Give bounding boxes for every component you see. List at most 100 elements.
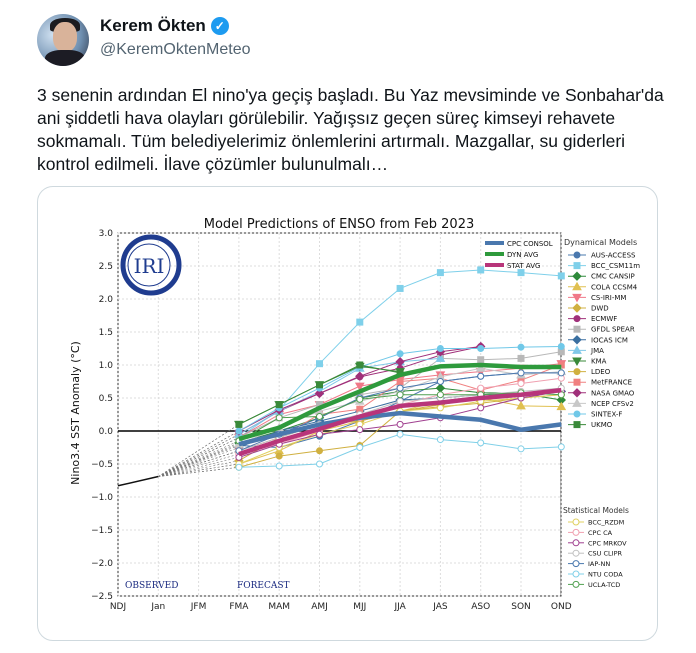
data-point-ukmo — [316, 381, 323, 389]
data-point-bcc-csm11m — [436, 269, 444, 277]
connector-cpc-ca — [158, 453, 239, 477]
y-tick-label: −0.5 — [91, 460, 113, 470]
observed-line — [117, 475, 159, 487]
data-point-ucla-tcd — [557, 391, 565, 399]
legend-marker — [572, 303, 582, 313]
data-point-nasa-gmao — [395, 356, 405, 367]
legend-label: UKMO — [591, 421, 613, 429]
data-point-jma — [435, 353, 446, 362]
legend-label: JMA — [590, 347, 604, 355]
x-tick-label: JFM — [190, 602, 207, 612]
connector-jma — [158, 434, 240, 477]
legend-marker — [572, 335, 582, 345]
legend-label: IOCAS ICM — [591, 336, 628, 344]
legend-label: NASA GMAO — [591, 389, 635, 397]
legend-label: COLA CCSM4 — [591, 283, 638, 291]
legend-label: NCEP CFSv2 — [591, 400, 634, 408]
data-point-ucla-tcd — [316, 412, 323, 420]
author-name[interactable]: Kerem Ökten ✓ — [100, 16, 229, 36]
data-point-csu-clipr — [396, 397, 404, 405]
connector-ncep-cfsv2 — [158, 443, 240, 477]
x-tick-label: MAM — [268, 602, 290, 612]
data-point-ucla-tcd — [396, 391, 404, 399]
data-point-ntu-coda — [557, 443, 565, 451]
x-tick-label: FMA — [229, 602, 249, 612]
y-tick-label: 0.0 — [99, 427, 114, 437]
y-tick-label: −1.5 — [91, 526, 113, 536]
y-tick-label: 1.0 — [99, 361, 114, 371]
connector-gfdl-spear — [158, 437, 240, 477]
legend-label: KMA — [591, 358, 607, 366]
connector-sintex-f — [158, 430, 240, 477]
author-name-text: Kerem Ökten — [100, 16, 206, 35]
legend-marker — [572, 388, 582, 398]
x-tick-label: SON — [511, 602, 531, 612]
author-handle[interactable]: @KeremOktenMeteo — [100, 41, 251, 58]
legend-title-statistical: Statistical Models — [563, 506, 629, 515]
x-tick-label: OND — [551, 602, 572, 612]
connector-ntu-coda — [158, 467, 239, 477]
iri-logo-inner — [127, 243, 171, 287]
x-tick-label: Jan — [150, 602, 165, 612]
legend-marker — [572, 398, 582, 407]
observed-label: OBSERVED — [125, 581, 178, 591]
data-point-gfdl-spear — [477, 356, 485, 364]
legend-label: STAT AVG — [507, 262, 540, 270]
avatar[interactable] — [37, 14, 89, 66]
data-point-iap-nn — [557, 369, 565, 377]
x-tick-label: AMJ — [311, 602, 328, 612]
y-tick-label: 0.5 — [99, 394, 113, 404]
x-tick-label: JJA — [393, 602, 406, 612]
legend-marker — [573, 325, 581, 333]
data-point-ldeo — [316, 447, 323, 455]
y-tick-label: −1.0 — [91, 493, 113, 503]
data-point-gfdl-spear — [517, 354, 525, 362]
legend-marker — [573, 262, 581, 270]
forecast-label: FORECAST — [237, 581, 290, 591]
legend-label: DYN AVG — [507, 251, 538, 259]
tweet-image[interactable]: NDJ Jan JFM FMA MAM AMJ MJJ JJA JAS ASO SON OND 3.0 2… — [37, 186, 658, 641]
data-point-cpc-mrkov — [316, 430, 323, 438]
data-point-iap-nn — [517, 369, 525, 377]
data-point-bcc-csm11m — [477, 266, 485, 274]
legend-marker — [572, 345, 582, 354]
legend-marker — [572, 357, 582, 367]
data-point-ntu-coda — [275, 462, 283, 470]
data-point-ucla-tcd — [356, 395, 364, 403]
data-point-ntu-coda — [235, 463, 243, 471]
data-point-ucla-tcd — [436, 391, 444, 399]
legend-label: LDEO — [591, 368, 611, 376]
legend-marker — [573, 251, 581, 259]
legend-marker — [573, 421, 581, 429]
legend-label: BCC_CSM11m — [591, 262, 640, 270]
data-point-sintex-f — [396, 350, 404, 358]
data-point-cpc-ca — [517, 379, 525, 387]
legend-label: CSU CLIPR — [588, 550, 622, 558]
legend-title-dynamical: Dynamical Models — [564, 238, 637, 247]
legend-label: CPC MRKOV — [588, 539, 627, 547]
iri-logo-text: IRI — [134, 254, 165, 278]
legend-label: CPC CONSOL — [507, 240, 553, 248]
connector-cmc-cansip — [158, 442, 240, 477]
y-tick-label: 1.5 — [99, 328, 113, 338]
legend-label: MetFRANCE — [591, 379, 632, 387]
legend-label: NTU CODA — [588, 571, 623, 579]
chart-title: Model Predictions of ENSO from Feb 2023 — [204, 217, 475, 232]
legend-marker — [573, 410, 581, 418]
data-point-bcc-csm11m — [557, 272, 565, 280]
data-point-iap-nn — [396, 384, 404, 392]
y-tick-label: −2.5 — [91, 592, 113, 602]
y-axis-label: Nino3.4 SST Anomaly (°C) — [69, 341, 82, 485]
legend-marker — [572, 518, 580, 526]
data-point-bcc-rzdm — [436, 404, 444, 412]
legend-marker — [573, 315, 581, 323]
series-line-dyn-avg — [238, 362, 562, 442]
data-point-sintex-f — [557, 343, 565, 351]
data-point-sintex-f — [436, 345, 444, 352]
data-point-iap-nn — [477, 372, 485, 380]
data-point-cpc-mrkov — [356, 426, 364, 434]
y-tick-label: −2.0 — [91, 559, 113, 569]
data-point-ntu-coda — [396, 430, 404, 438]
legend-marker — [572, 281, 582, 291]
legend-label: CS-IRI-MM — [591, 294, 626, 302]
